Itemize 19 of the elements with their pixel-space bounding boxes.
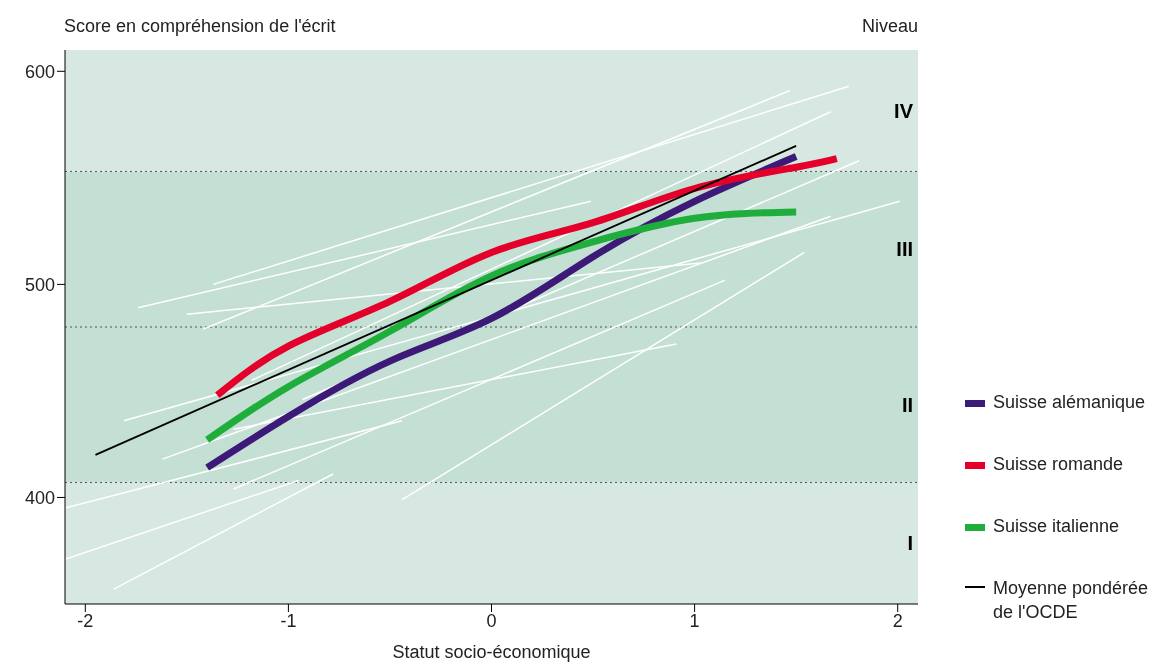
- band-label: II: [901, 393, 913, 416]
- y-tick-label: 600: [24, 61, 55, 82]
- x-tick-label: -1: [280, 610, 297, 631]
- y2-axis-title: Niveau: [861, 16, 918, 37]
- x-axis-title: Statut socio-économique: [391, 642, 592, 663]
- x-tick-label: 0: [486, 610, 497, 631]
- band-label: III: [896, 238, 913, 261]
- legend-label: Suisse romande: [993, 453, 1124, 476]
- legend-label: Suisse alémanique: [993, 391, 1146, 414]
- band-label: IV: [894, 99, 914, 122]
- x-tick-label: 2: [892, 610, 903, 631]
- y-tick-label: 500: [24, 274, 55, 295]
- y-axis-title: Score en compréhension de l'écrit: [64, 16, 336, 37]
- x-tick-label: 1: [689, 610, 700, 631]
- legend-label: Suisse italienne: [993, 515, 1120, 538]
- legend-label: Moyenne pondérée de l'OCDE: [993, 577, 1150, 624]
- x-tick-label: -2: [77, 610, 94, 631]
- y-tick-label: 400: [24, 487, 55, 508]
- band-label: I: [907, 532, 913, 555]
